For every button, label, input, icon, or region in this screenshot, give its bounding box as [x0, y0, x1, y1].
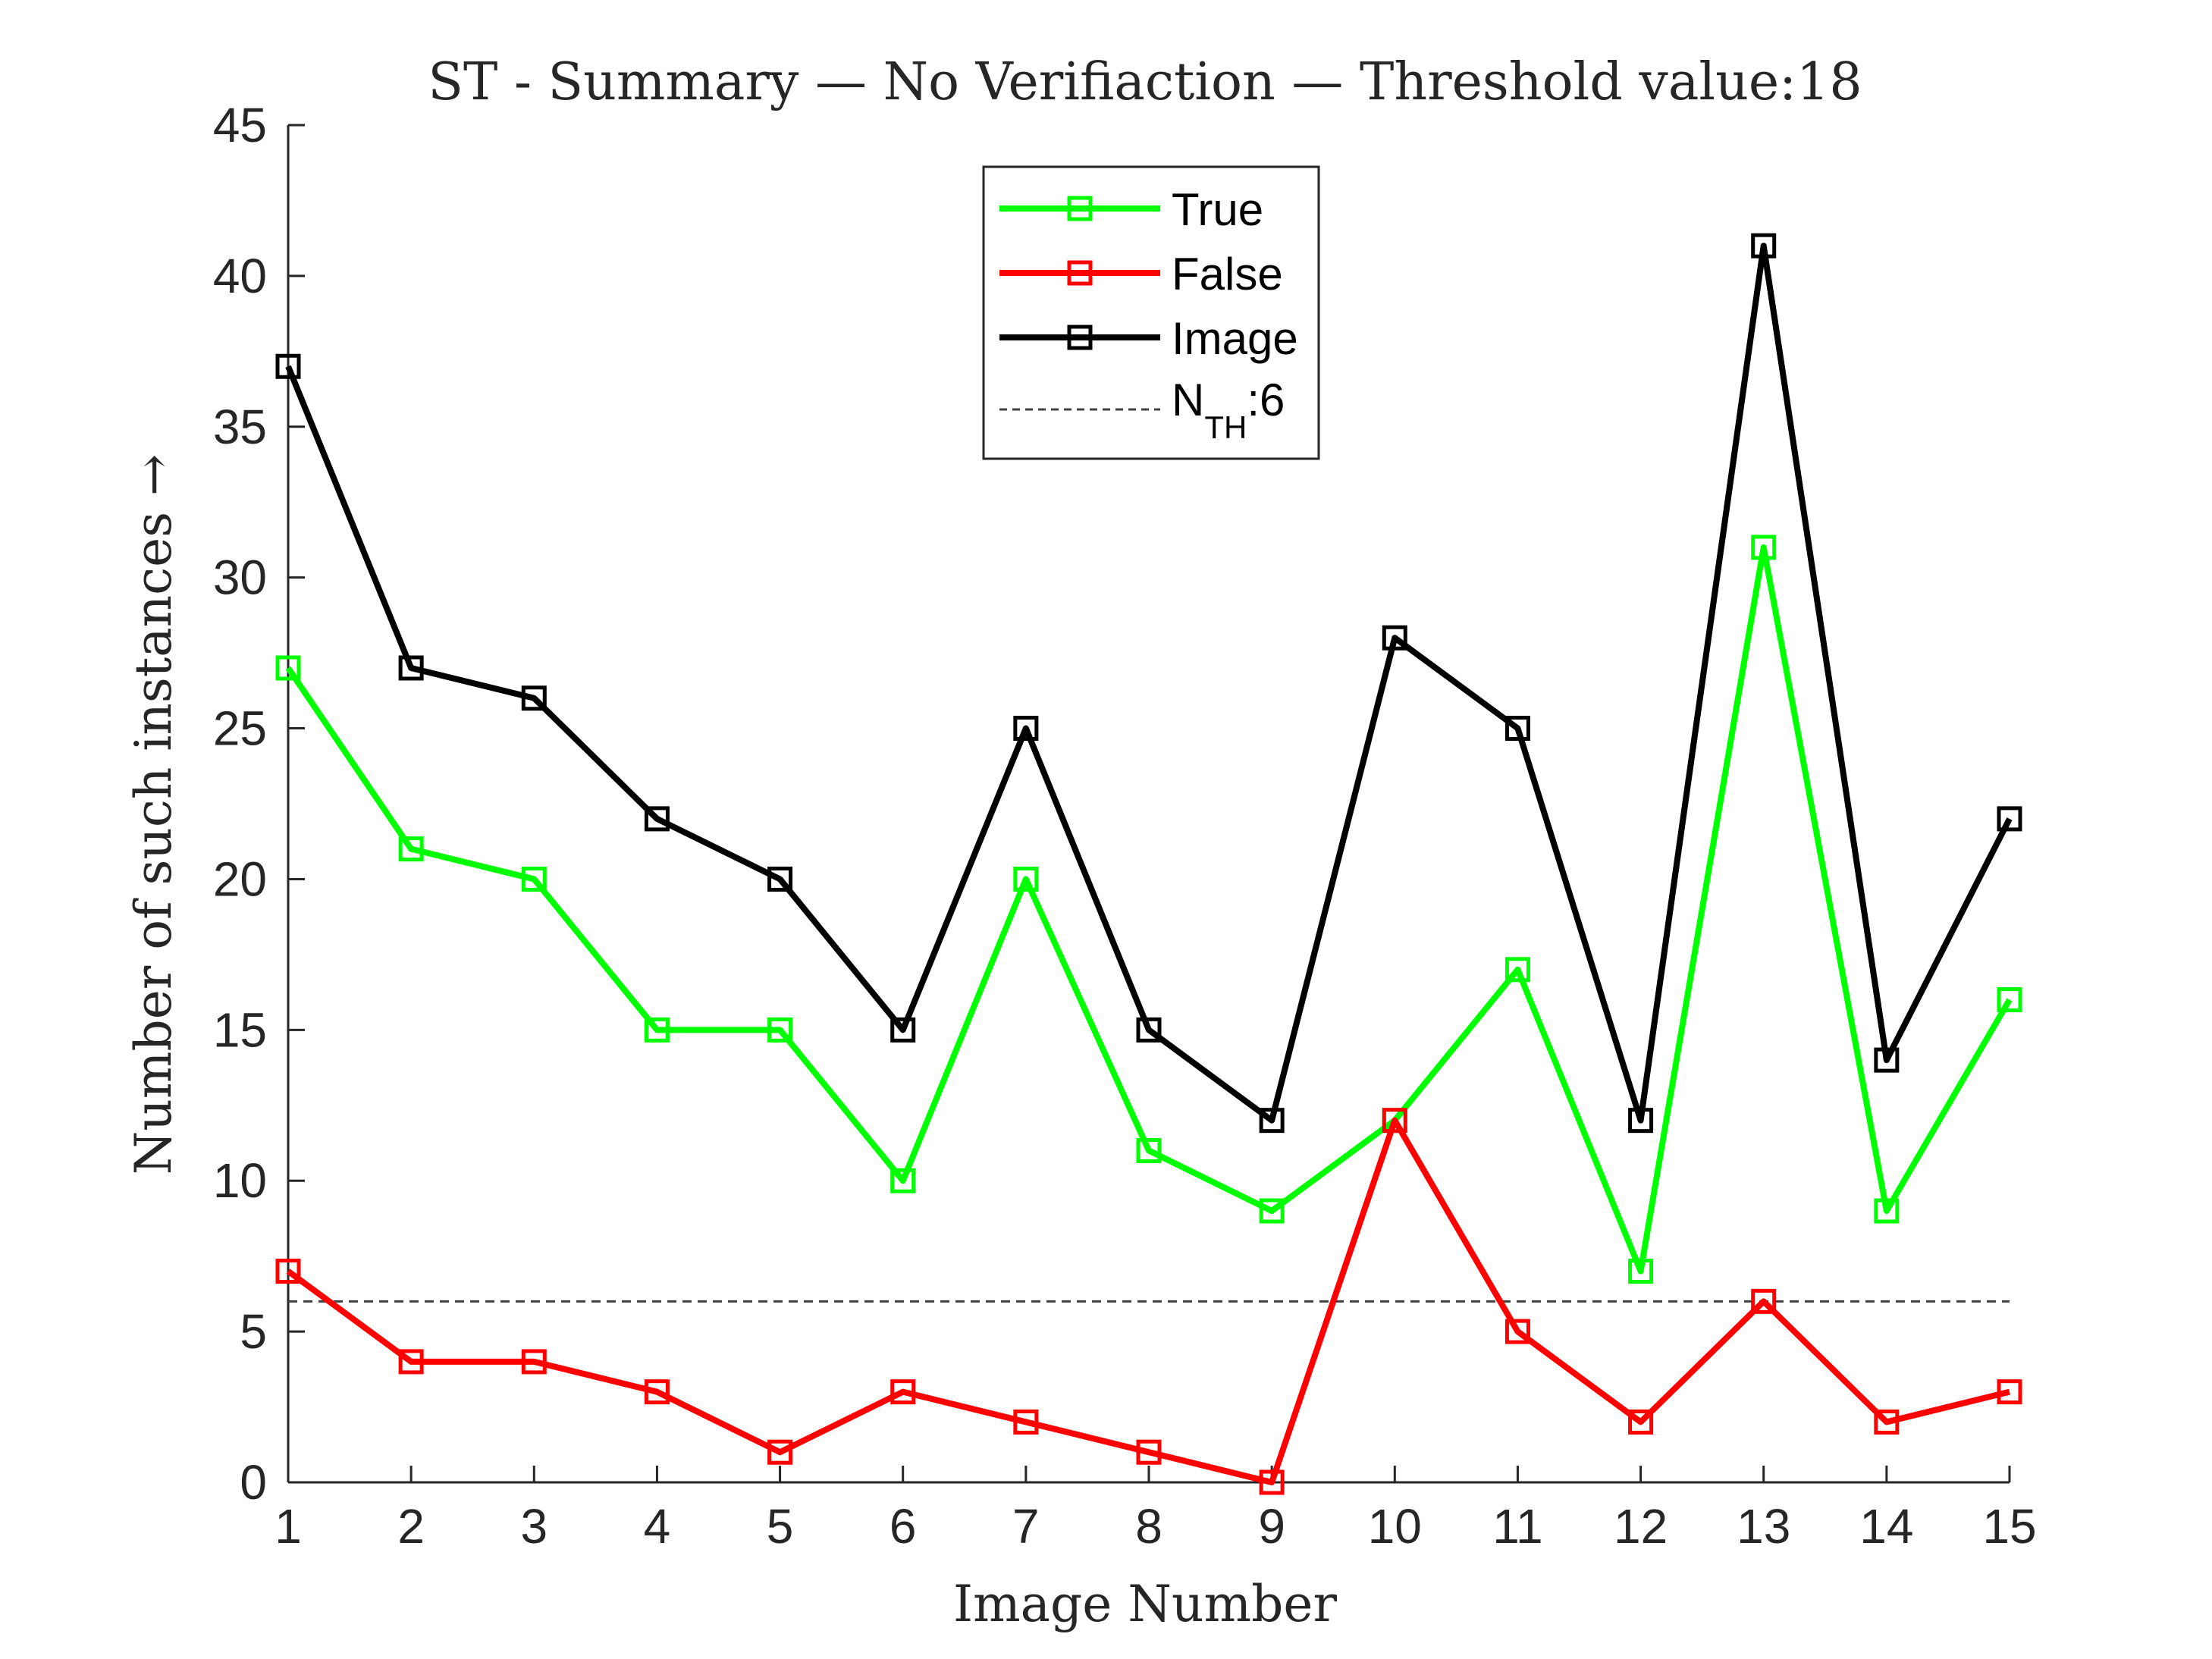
data-point-true — [275, 655, 301, 681]
data-point-false — [1997, 1379, 2022, 1405]
data-point-image — [644, 806, 670, 832]
data-point-true — [1628, 1259, 1654, 1284]
legend-marker-image — [1067, 325, 1093, 350]
data-point-false — [521, 1349, 547, 1375]
y-tick-label: 10 — [213, 1153, 267, 1208]
data-point-image — [1504, 716, 1530, 742]
data-point-false — [1628, 1409, 1654, 1435]
data-point-false — [890, 1379, 916, 1405]
data-point-true — [890, 1168, 916, 1193]
data-point-true — [1136, 1137, 1162, 1163]
x-tick-label: 11 — [1492, 1499, 1542, 1554]
y-tick-label: 30 — [213, 550, 267, 605]
series-line-false — [286, 1117, 2010, 1485]
data-point-image — [767, 866, 793, 892]
y-tick-label: 25 — [213, 701, 267, 756]
legend: True False Image NTH:6 — [982, 165, 1320, 460]
y-tick-label: 15 — [213, 1002, 267, 1057]
data-point-image — [1751, 233, 1777, 259]
x-tick-label: 9 — [1258, 1499, 1285, 1554]
x-tick-label: 15 — [1982, 1499, 2036, 1554]
x-tick-label: 3 — [520, 1499, 548, 1554]
y-tick-label: 5 — [240, 1304, 267, 1359]
series-image — [275, 233, 2022, 1134]
data-point-image — [1259, 1108, 1285, 1134]
series-line-image — [285, 243, 2013, 1124]
y-tick-label: 35 — [213, 400, 267, 454]
data-point-image — [1382, 625, 1407, 651]
data-point-true — [1259, 1198, 1285, 1224]
data-point-true — [644, 1017, 670, 1043]
data-point-false — [1259, 1469, 1285, 1495]
y-tick-label: 45 — [213, 98, 267, 152]
data-point-false — [1874, 1409, 1900, 1435]
data-point-true — [767, 1017, 793, 1043]
data-point-true — [1013, 866, 1039, 892]
data-point-false — [1504, 1319, 1530, 1344]
legend-label-image: Image — [1172, 313, 1298, 364]
data-point-image — [1013, 716, 1039, 742]
series-false — [275, 1108, 2022, 1495]
data-point-true — [1874, 1198, 1900, 1224]
legend-marker-true — [1067, 196, 1093, 221]
data-point-true — [521, 866, 547, 892]
data-point-image — [275, 353, 301, 379]
x-tick-label: 10 — [1368, 1499, 1422, 1554]
legend-label-true: True — [1172, 184, 1263, 235]
y-tick-label: 40 — [213, 249, 267, 303]
x-tick-label: 14 — [1859, 1499, 1913, 1554]
data-point-true — [398, 836, 424, 862]
y-tick-label: 20 — [213, 851, 267, 906]
legend-box — [982, 165, 1320, 460]
data-point-false — [398, 1349, 424, 1375]
data-point-false — [767, 1439, 793, 1465]
data-point-image — [1136, 1017, 1162, 1043]
x-tick-label: 4 — [644, 1499, 671, 1554]
data-point-false — [275, 1259, 301, 1284]
data-point-image — [521, 685, 547, 711]
x-tick-label: 5 — [767, 1499, 794, 1554]
data-point-true — [1997, 987, 2022, 1013]
data-point-true — [1751, 535, 1777, 560]
legend-marker-false — [1067, 260, 1093, 286]
legend-label-threshold: NTH:6 — [1172, 375, 1285, 445]
data-point-false — [1013, 1409, 1039, 1435]
series-group — [275, 233, 2022, 1495]
x-tick-label: 12 — [1614, 1499, 1668, 1554]
y-axis-label: Number of such instances → — [124, 454, 183, 1175]
x-tick-label: 6 — [890, 1499, 917, 1554]
data-point-false — [1382, 1108, 1407, 1134]
data-point-image — [890, 1017, 916, 1043]
data-point-false — [1751, 1288, 1777, 1314]
data-point-true — [1504, 957, 1530, 983]
x-tick-label: 8 — [1135, 1499, 1162, 1554]
series-true — [275, 535, 2022, 1284]
data-point-image — [1997, 806, 2022, 832]
legend-label-false: False — [1172, 249, 1283, 299]
x-tick-label: 1 — [275, 1499, 302, 1554]
data-point-false — [644, 1379, 670, 1405]
data-point-image — [1874, 1047, 1900, 1073]
x-axis-label: Image Number — [953, 1575, 1337, 1633]
series-line-true — [285, 544, 2013, 1275]
data-point-false — [1136, 1439, 1162, 1465]
data-point-image — [1628, 1108, 1654, 1134]
data-point-image — [398, 655, 424, 681]
x-tick-label: 2 — [397, 1499, 425, 1554]
chart-title: ST - Summary — No Verifiaction — Thresho… — [428, 52, 1862, 112]
y-tick-label: 0 — [240, 1455, 267, 1510]
x-tick-label: 13 — [1737, 1499, 1790, 1554]
x-tick-label: 7 — [1012, 1499, 1040, 1554]
